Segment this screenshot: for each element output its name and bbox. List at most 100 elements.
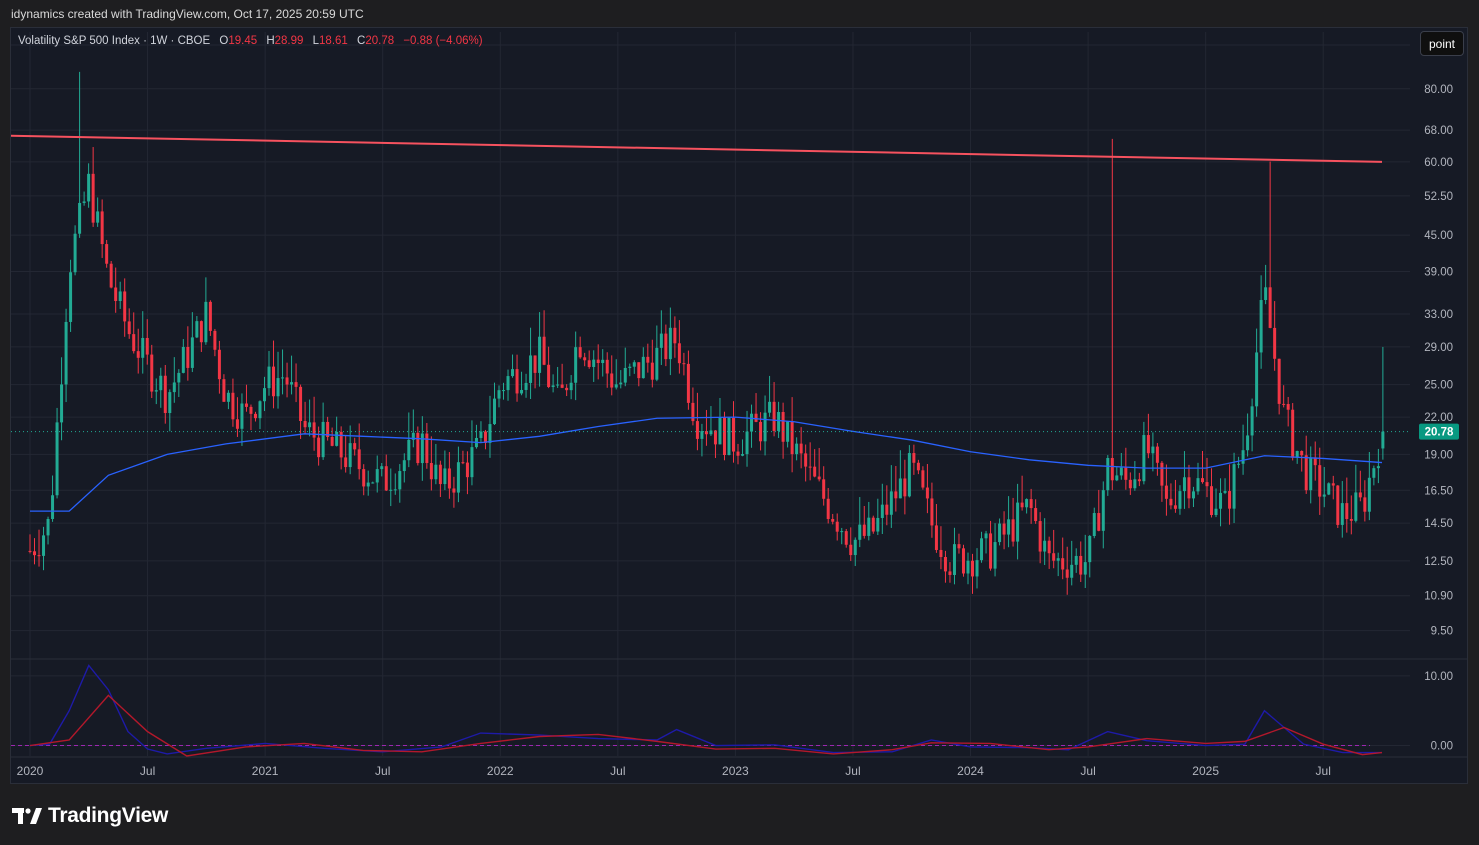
candle-body: [240, 403, 244, 429]
candle-body: [1016, 502, 1020, 542]
candle-body: [1020, 502, 1024, 508]
candle-body: [1164, 485, 1168, 499]
y-axis-tick-label: 9.50: [1431, 626, 1453, 638]
candle-body: [190, 337, 194, 368]
candle-body: [1196, 478, 1200, 492]
candle-body: [700, 431, 704, 439]
y-axis-tick-label: 14.50: [1424, 518, 1453, 530]
candle-body: [443, 468, 447, 485]
symbol-legend: Volatility S&P 500 Index · 1W · CBOE O19…: [18, 35, 483, 47]
candle-body: [741, 454, 745, 456]
candle-body: [281, 377, 285, 379]
x-axis-tick-label: Jul: [1080, 764, 1095, 778]
candle-body: [195, 321, 199, 338]
candle-body: [858, 524, 862, 540]
candle-body: [628, 366, 632, 368]
candle-body: [610, 373, 614, 388]
candle-body: [339, 431, 343, 458]
oscillator-line: [29, 694, 1383, 757]
candle-body: [831, 518, 835, 522]
candle-body: [33, 551, 37, 556]
candle-body: [835, 521, 839, 532]
candle-body: [916, 462, 920, 471]
candle-body: [114, 287, 118, 301]
y-axis-tick-label: 33.00: [1424, 309, 1453, 321]
candle-body: [416, 432, 420, 464]
high-value: 28.99: [274, 35, 304, 47]
x-axis-tick-label: 2022: [487, 764, 514, 778]
candle-body: [560, 384, 564, 388]
candle-body: [109, 263, 113, 288]
candle-body: [763, 412, 767, 442]
candle-body: [822, 479, 826, 499]
candle-body: [538, 336, 542, 373]
candle-body: [249, 406, 253, 414]
candle-body: [384, 466, 388, 491]
candle-body: [69, 272, 73, 322]
candle-body: [456, 462, 460, 493]
chart-caption: idynamics created with TradingView.com, …: [11, 7, 364, 21]
candle-body: [447, 468, 451, 489]
candle-body: [231, 392, 235, 420]
low-label: L: [312, 35, 320, 47]
candle-body: [317, 437, 321, 458]
candle-body: [930, 498, 934, 526]
candle-body: [285, 377, 289, 385]
candle-body: [556, 384, 560, 386]
candle-body: [82, 201, 86, 203]
candle-body: [1200, 478, 1204, 483]
candle-body: [321, 421, 325, 458]
low-value: 18.61: [319, 35, 348, 47]
candle-body: [1372, 468, 1376, 478]
candle-body: [889, 491, 893, 515]
candle-body: [330, 436, 334, 446]
resistance-trendline[interactable]: [10, 134, 1383, 163]
candle-body: [677, 343, 681, 364]
candle-body: [312, 422, 316, 438]
candle-body: [1205, 482, 1209, 487]
y-axis-tick-label: 22.00: [1424, 412, 1453, 424]
candle-body: [87, 173, 91, 202]
candle-body: [659, 333, 663, 348]
candle-body: [91, 173, 95, 223]
candle-body: [497, 390, 501, 399]
candle-body: [344, 457, 348, 468]
candle-body: [1367, 477, 1371, 512]
x-axis-tick-label: 2023: [722, 764, 749, 778]
candle-body: [434, 464, 438, 480]
close-value: 20.78: [365, 35, 395, 47]
candle-body: [569, 382, 573, 391]
chart-frame[interactable]: [10, 27, 1468, 784]
candle-body: [722, 417, 726, 455]
y-axis-tick-label: 25.00: [1424, 380, 1453, 392]
candle-body: [177, 372, 181, 383]
candle-body: [587, 360, 591, 367]
tradingview-brand[interactable]: TradingView: [12, 804, 168, 828]
candle-body: [943, 557, 947, 572]
candle-body: [655, 347, 659, 380]
candle-body: [768, 401, 772, 413]
candle-body: [1011, 519, 1015, 542]
candle-body: [1151, 446, 1155, 454]
candle-body: [583, 357, 587, 361]
candle-body: [1255, 352, 1259, 407]
candle-body: [123, 291, 127, 322]
candle-body: [42, 535, 46, 556]
x-axis-tick-label: Jul: [845, 764, 860, 778]
candle-body: [1187, 477, 1191, 499]
candle-body: [398, 471, 402, 490]
candle-body: [168, 392, 172, 414]
candle-body: [934, 525, 938, 550]
candle-body: [402, 460, 406, 472]
point-button[interactable]: point: [1420, 31, 1464, 56]
tradingview-logo-icon: [12, 808, 42, 824]
candle-body: [515, 369, 519, 394]
candle-body: [1291, 409, 1295, 458]
candle-body: [971, 560, 975, 577]
candle-body: [1056, 558, 1060, 561]
y-axis-tick-label: 19.00: [1424, 449, 1453, 461]
candle-body: [646, 356, 650, 363]
candle-body: [547, 364, 551, 388]
candle-body: [1331, 483, 1335, 486]
